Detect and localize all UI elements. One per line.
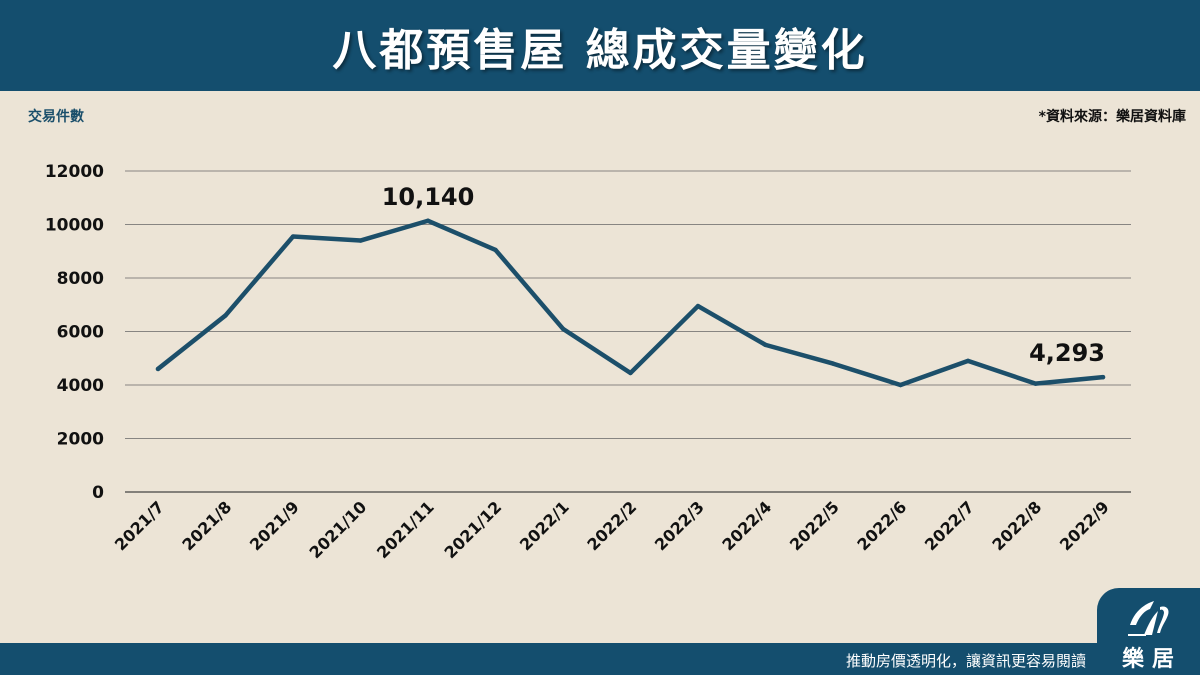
data-point (290, 234, 296, 239)
x-tick-label: 2021/11 (373, 497, 438, 562)
x-tick-label: 2021/8 (178, 497, 235, 554)
x-tick-label: 2021/12 (441, 497, 506, 562)
data-point (155, 366, 161, 372)
x-tick-label: 2022/3 (651, 497, 708, 554)
data-point (358, 238, 363, 243)
y-tick-label: 2000 (57, 430, 104, 450)
x-tick-label: 2022/1 (516, 497, 573, 554)
data-point (965, 358, 971, 364)
y-tick-label: 6000 (57, 323, 104, 343)
data-point (898, 382, 903, 388)
data-point (493, 247, 498, 253)
page-title: 八都預售屋 總成交量變化 (332, 24, 868, 76)
header-banner: 八都預售屋 總成交量變化 (0, 0, 1200, 91)
x-tick-label: 2022/9 (1056, 497, 1113, 554)
x-tick-label: 2021/9 (246, 497, 303, 554)
y-tick-label: 8000 (57, 269, 104, 289)
data-point (560, 326, 566, 332)
y-tick-label: 12000 (45, 162, 104, 182)
y-tick-label: 10000 (45, 216, 104, 236)
y-tick-label: 0 (92, 483, 104, 503)
x-tick-label: 2022/4 (718, 497, 775, 554)
logo-text: 樂居 (1122, 647, 1183, 672)
source-note: *資料來源：樂居資料庫 (1038, 109, 1186, 125)
x-tick-label: 2022/6 (853, 497, 910, 554)
series-line (155, 218, 1106, 388)
y-tick-label: 4000 (57, 376, 104, 396)
x-tick-label: 2021/7 (111, 497, 168, 554)
x-tick-label: 2022/2 (583, 497, 640, 554)
data-point (223, 313, 228, 318)
data-point (695, 303, 701, 309)
data-point (1100, 374, 1106, 380)
leju-logo-icon (1128, 601, 1169, 636)
data-label: 4,293 (1029, 339, 1105, 367)
x-tick-label: 2022/5 (786, 497, 843, 554)
x-tick-label: 2022/8 (988, 497, 1045, 554)
footer-slogan: 推動房價透明化，讓資訊更容易閱讀 (845, 652, 1086, 670)
data-point (425, 218, 431, 223)
x-tick-label: 2022/7 (921, 497, 978, 554)
data-point (1033, 381, 1038, 386)
data-label: 10,140 (382, 183, 475, 211)
data-point (763, 342, 768, 348)
y-axis-title: 交易件數 (28, 109, 84, 125)
data-point (830, 361, 836, 366)
footer-bar (0, 643, 1200, 675)
data-point (628, 370, 633, 376)
x-tick-label: 2021/10 (306, 497, 371, 562)
